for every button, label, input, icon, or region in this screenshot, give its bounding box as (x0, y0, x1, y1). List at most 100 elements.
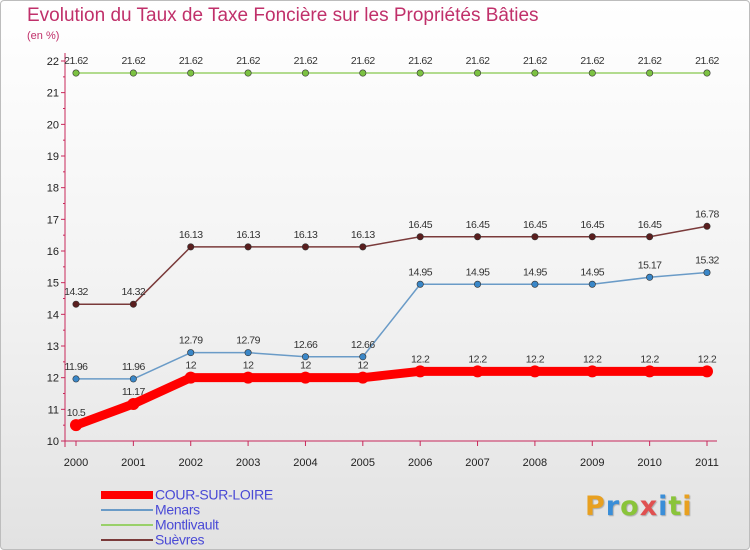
data-label-menars: 12.79 (179, 335, 203, 347)
data-point-cour-sur-loire (586, 365, 599, 378)
y-tick-label: 16 (47, 246, 59, 258)
legend-label: Menars (155, 501, 200, 518)
data-point-menars (646, 273, 654, 281)
data-label-montlivault: 21.62 (294, 55, 318, 67)
legend-swatch (101, 490, 153, 499)
data-point-montlivault (187, 69, 195, 77)
data-point-montlivault (72, 69, 80, 77)
data-point-cour-sur-loire (356, 371, 369, 384)
data-point-cour-sur-loire (528, 365, 541, 378)
legend-label: Montlivault (155, 516, 219, 533)
data-label-cour-sur-loire: 12.2 (640, 353, 659, 365)
data-point-montlivault (646, 69, 654, 77)
data-label-menars: 12.66 (351, 339, 375, 351)
data-point-montlivault (703, 69, 711, 77)
data-label-cour-sur-loire: 12.2 (411, 353, 430, 365)
data-point-cour-sur-loire (299, 371, 312, 384)
data-label-montlivault: 21.62 (121, 55, 145, 67)
data-label-menars: 14.95 (408, 266, 432, 278)
legend-swatch (101, 538, 153, 541)
data-point-su-vres (72, 300, 80, 308)
data-label-cour-sur-loire: 12 (300, 360, 311, 372)
data-label-su-vres: 16.13 (236, 229, 260, 241)
data-label-cour-sur-loire: 12.2 (583, 353, 602, 365)
legend-item-montlivault: Montlivault (101, 517, 273, 532)
data-label-su-vres: 16.45 (638, 219, 662, 231)
data-point-menars (187, 349, 195, 357)
logo-letter: i (682, 491, 693, 522)
data-point-menars (359, 353, 367, 361)
data-point-su-vres (359, 243, 367, 251)
data-label-montlivault: 21.62 (523, 55, 547, 67)
logo-letter: x (639, 491, 659, 522)
data-label-cour-sur-loire: 11.17 (122, 386, 146, 398)
x-tick-label: 2008 (523, 457, 547, 469)
data-point-su-vres (416, 233, 424, 241)
data-label-montlivault: 21.62 (236, 55, 260, 67)
y-tick-label: 22 (47, 56, 59, 68)
legend-label: COUR-SUR-LOIRE (155, 486, 273, 503)
data-label-montlivault: 21.62 (580, 55, 604, 67)
data-point-cour-sur-loire (242, 371, 255, 384)
data-label-su-vres: 16.13 (179, 229, 203, 241)
data-point-cour-sur-loire (643, 365, 656, 378)
x-tick-label: 2009 (580, 457, 604, 469)
data-label-montlivault: 21.62 (351, 55, 375, 67)
data-point-montlivault (244, 69, 252, 77)
y-tick-label: 17 (47, 214, 59, 226)
data-point-su-vres (646, 233, 654, 241)
data-point-montlivault (588, 69, 596, 77)
data-label-su-vres: 14.32 (121, 286, 145, 298)
series-line-su-vres (75, 225, 708, 305)
data-label-montlivault: 21.62 (408, 55, 432, 67)
x-tick-label: 2007 (465, 457, 489, 469)
data-point-montlivault (416, 69, 424, 77)
data-point-menars (531, 280, 539, 288)
data-point-cour-sur-loire (471, 365, 484, 378)
x-tick-label: 2002 (178, 457, 202, 469)
legend-swatch (101, 523, 153, 526)
data-label-su-vres: 16.45 (523, 219, 547, 231)
data-point-menars (474, 280, 482, 288)
data-label-menars: 12.66 (294, 339, 318, 351)
data-label-menars: 12.79 (236, 335, 260, 347)
data-label-montlivault: 21.62 (179, 55, 203, 67)
x-tick-label: 2000 (64, 457, 88, 469)
y-tick-label: 10 (47, 436, 59, 448)
data-label-su-vres: 16.45 (580, 219, 604, 231)
y-tick-label: 14 (47, 309, 59, 321)
data-point-su-vres (474, 233, 482, 241)
data-label-montlivault: 21.62 (695, 55, 719, 67)
data-point-cour-sur-loire (414, 365, 427, 378)
data-point-menars (244, 349, 252, 357)
series-line-cour-sur-loire (71, 366, 712, 430)
data-label-montlivault: 21.62 (466, 55, 490, 67)
data-label-su-vres: 16.78 (695, 208, 719, 220)
data-label-cour-sur-loire: 12.2 (468, 353, 487, 365)
y-tick-label: 11 (48, 404, 59, 416)
y-tick-label: 18 (47, 183, 59, 195)
x-tick-label: 2003 (236, 457, 260, 469)
y-tick-label: 12 (47, 373, 59, 385)
legend-item-cour-sur-loire: COUR-SUR-LOIRE (101, 487, 273, 502)
data-point-su-vres (531, 233, 539, 241)
chart-legend: COUR-SUR-LOIRE Menars Montlivault Suèvres (101, 487, 273, 547)
logo-letter: P (585, 491, 606, 522)
proxiti-logo: Proxiti (585, 491, 693, 522)
logo-letter: i (658, 491, 669, 522)
x-tick-label: 2004 (293, 457, 317, 469)
logo-letter: r (605, 491, 621, 522)
data-label-cour-sur-loire: 12.2 (526, 353, 545, 365)
data-label-menars: 15.17 (638, 259, 662, 271)
data-point-su-vres (703, 222, 711, 230)
data-point-montlivault (531, 69, 539, 77)
data-point-su-vres (301, 243, 309, 251)
y-tick-label: 21 (47, 88, 59, 100)
data-label-menars: 15.32 (695, 255, 719, 267)
data-label-menars: 14.95 (523, 266, 547, 278)
logo-letter: o (620, 491, 640, 522)
x-tick-label: 2011 (695, 457, 719, 469)
y-tick-label: 20 (47, 119, 59, 131)
